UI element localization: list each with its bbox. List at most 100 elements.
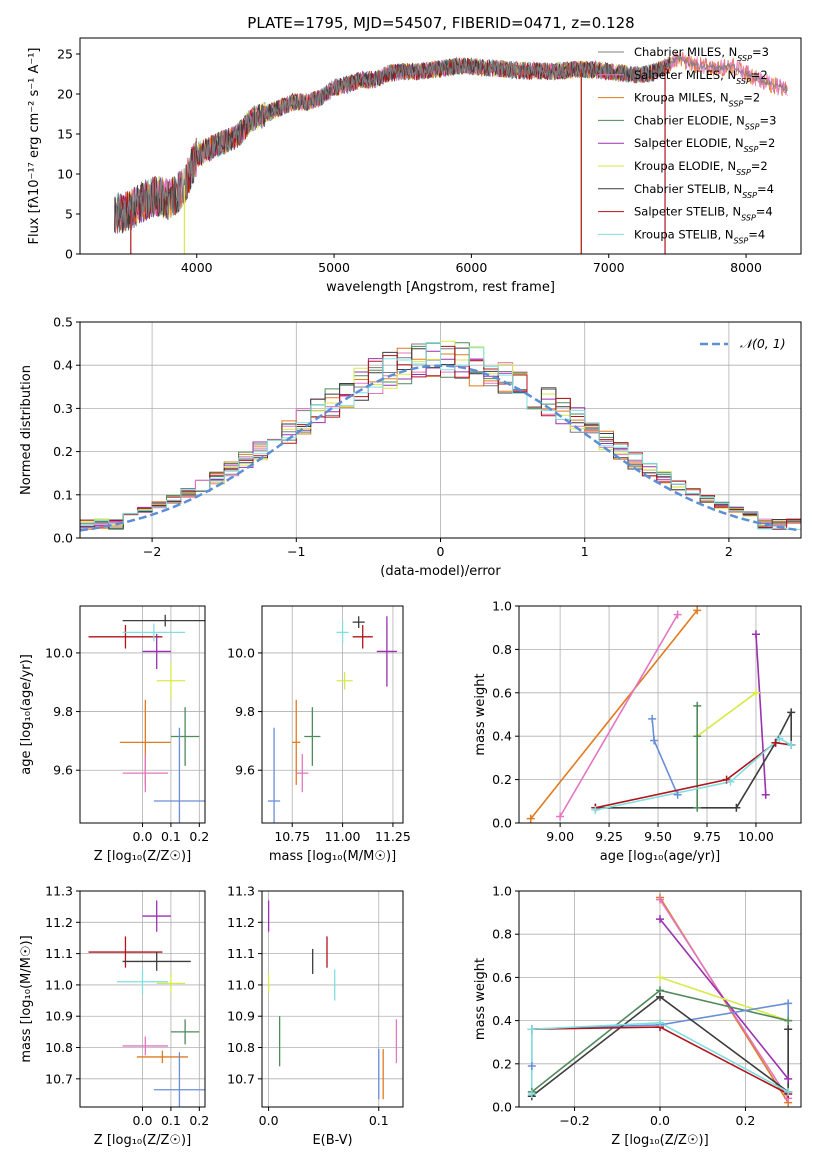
x-tick-label: 4000 (181, 260, 213, 275)
spectrum-legend: Chabrier MILES, NSSP=3 Salpeter MILES, NS… (598, 45, 776, 245)
y-tick-label: 9.6 (235, 763, 255, 778)
y-axis-label: mass weight (473, 673, 488, 755)
panel-z-weight: −0.2 0.0 0.2 0.0 0.2 0.4 0.6 0.8 1.0 Z [log₁₀(Z/Z… (473, 884, 802, 1148)
x-axis-label: Z [log₁₀(Z/Z☉)] (94, 849, 191, 864)
x-tick-label: 9.75 (693, 829, 721, 844)
plot-area-ebv-mass (267, 900, 398, 1100)
legend-subscript: SSP (736, 168, 751, 177)
x-tick-label: 0.0 (650, 1113, 670, 1128)
x-tick-label: 11.25 (375, 829, 411, 844)
panel-z-mass: 0.0 0.1 0.2 10.7 10.8 10.9 11.0 11.1 11.2 11.3 Z [… (19, 884, 209, 1149)
weight-marker (656, 973, 664, 982)
y-tick-label: 10.7 (45, 1071, 73, 1086)
y-tick-label: 0.3 (53, 401, 73, 416)
y-tick-label: 0.6 (492, 970, 512, 985)
y-tick-label: 0.2 (492, 1056, 512, 1071)
plot-area-residuals (80, 340, 801, 532)
legend-label: Kroupa ELODIE, NSSP=2 (634, 159, 768, 177)
errorbar-point (336, 620, 349, 645)
weight-line (696, 692, 757, 737)
x-tick-label: 10.00 (738, 829, 774, 844)
x-tick-label: 0.2 (736, 1113, 756, 1128)
x-tick-label: −1 (287, 544, 305, 559)
weight-marker (787, 740, 796, 749)
weight-marker (775, 734, 784, 743)
weight-marker (656, 992, 664, 1001)
y-tick-label: 0.2 (492, 772, 512, 787)
legend-subscript: SSP (734, 236, 749, 245)
y-tick-label: 5 (65, 207, 73, 222)
y-tick-label: 0.1 (53, 487, 73, 502)
errorbar-point (122, 754, 169, 793)
legend-subscript: SSP (744, 145, 759, 154)
x-tick-label: 9.00 (546, 829, 574, 844)
gaussian-curve (80, 364, 799, 532)
legend-subscript: SSP (736, 76, 751, 85)
y-tick-label: 10.9 (45, 1009, 73, 1024)
y-tick-label: 15 (57, 127, 73, 142)
y-tick-label: 9.6 (53, 763, 73, 778)
legend-count: =2 (751, 68, 768, 82)
legend-label: Salpeter ELODIE, NSSP=2 (634, 136, 775, 154)
x-tick-label: 8000 (730, 260, 762, 275)
y-axis-label: mass [log₁₀(M/M☉)] (19, 935, 34, 1062)
weight-marker (527, 1025, 536, 1034)
weight-marker (656, 895, 664, 904)
weight-marker (693, 803, 702, 812)
axes-frame (261, 890, 404, 1108)
legend-count: =2 (758, 136, 775, 150)
x-tick-label: 0.2 (189, 829, 209, 844)
weight-marker (556, 812, 565, 821)
legend-label: 𝒩(0, 1) (740, 336, 786, 351)
legend-subscript: SSP (737, 54, 752, 63)
legend-count: =4 (748, 227, 765, 241)
x-axis-label: E(B-V) (312, 1133, 352, 1148)
x-tick-label: 0.2 (189, 1113, 209, 1128)
plot-area-spectrum (113, 51, 788, 254)
x-tick-label: 0 (437, 544, 445, 559)
weight-marker (751, 688, 760, 697)
panel-age-weight: 9.00 9.25 9.50 9.75 10.00 0.0 0.2 0.4 0.6 0.8 1.0 a… (473, 599, 802, 864)
y-tick-label: 10.8 (227, 1040, 255, 1055)
y-tick-label: 10.0 (45, 645, 73, 660)
y-tick-label: 1.0 (492, 599, 512, 614)
legend-label: Salpeter MILES, NSSP=2 (634, 68, 768, 86)
y-tick-label: 11.1 (45, 946, 73, 961)
weight-line (531, 995, 789, 1097)
weight-line (559, 614, 679, 817)
errorbar-point (122, 952, 191, 971)
weight-marker (732, 803, 741, 812)
y-tick-label: 11.0 (45, 977, 73, 992)
x-tick-label: 1 (581, 544, 589, 559)
errorbar-point (170, 707, 200, 766)
y-tick-label: 25 (57, 47, 73, 62)
y-tick-label: 0.4 (53, 358, 73, 373)
weight-marker (650, 736, 659, 745)
x-tick-label: 0.0 (259, 1113, 279, 1128)
legend-label: Chabrier STELIB, NSSP=4 (634, 182, 774, 200)
plot-area-mass-age (268, 616, 397, 823)
plot-area-z-mass (88, 900, 205, 1107)
weight-marker (673, 610, 682, 619)
y-axis-label: age [log₁₀(age/yr)] (19, 654, 34, 775)
panel-mass-age: 10.75 11.00 11.25 9.6 9.8 10.0 mass [log₁₀(M/M… (227, 605, 411, 864)
y-tick-label: 10.8 (45, 1040, 73, 1055)
weight-line (530, 609, 698, 820)
x-tick-label: 0.1 (161, 1113, 181, 1128)
y-tick-label: 10.7 (227, 1071, 255, 1086)
histogram-step (80, 342, 801, 530)
errorbar-point (142, 633, 171, 670)
errorbar-point (122, 614, 205, 627)
y-tick-label: 11.3 (45, 884, 73, 899)
errorbar-point (296, 754, 309, 793)
weight-marker (784, 999, 793, 1008)
plot-area-z-age (88, 614, 205, 823)
legend-count: =4 (756, 205, 773, 219)
x-tick-label: 6000 (455, 260, 487, 275)
y-tick-label: 0.0 (492, 816, 512, 831)
errorbar-point (292, 699, 301, 785)
weight-line (595, 741, 792, 809)
errorbar-point (153, 1052, 205, 1107)
axes-frame (79, 37, 802, 255)
weight-marker (656, 1018, 664, 1027)
